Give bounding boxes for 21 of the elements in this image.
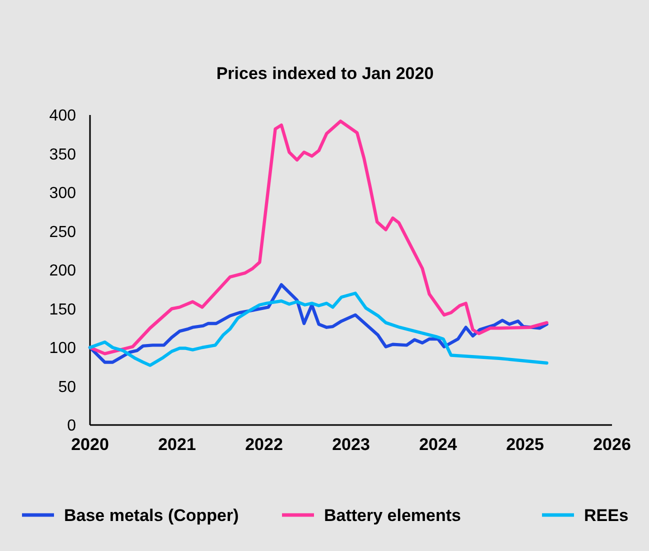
x-tick-label: 2023	[332, 435, 370, 454]
legend-label: Base metals (Copper)	[64, 506, 239, 525]
chart-title: Prices indexed to Jan 2020	[216, 64, 434, 83]
y-tick-label: 50	[58, 378, 76, 396]
line-series	[88, 120, 548, 356]
y-tick-label: 400	[49, 108, 76, 125]
legend-label: Battery elements	[324, 506, 462, 525]
y-tick-label: 100	[49, 340, 76, 358]
y-tick-label: 0	[67, 418, 76, 435]
x-tick-label: 2021	[158, 435, 196, 454]
x-tick-label: 2022	[245, 435, 283, 454]
y-tick-label: 300	[49, 185, 76, 202]
y-tick-label: 200	[49, 262, 76, 280]
x-tick-label: 2026	[593, 435, 631, 454]
y-tick-label: 250	[49, 224, 76, 241]
y-tick-label: 150	[49, 301, 76, 318]
x-tick-label: 2024	[419, 435, 458, 454]
y-tick-label: 350	[49, 146, 76, 164]
x-tick-label: 2020	[71, 435, 109, 454]
x-tick-label: 2025	[506, 435, 544, 454]
legend-label: REEs	[584, 506, 628, 525]
